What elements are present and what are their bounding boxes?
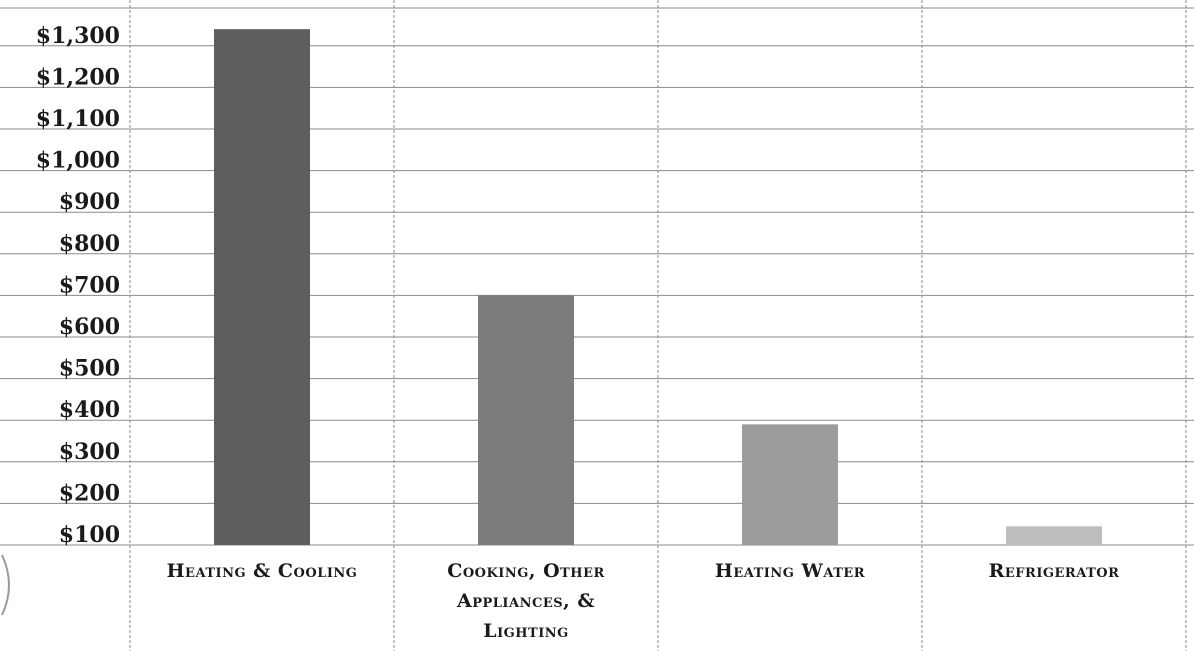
y-tick-label: $400: [59, 397, 120, 423]
x-category-label: Cooking, Other Appliances, & Lighting: [447, 560, 605, 642]
y-tick-label: $1,300: [36, 23, 120, 49]
bar: [478, 295, 574, 545]
y-tick-label: $1,100: [36, 106, 120, 132]
y-tick-label: $600: [59, 314, 120, 340]
y-tick-label: $100: [59, 522, 120, 548]
bar: [214, 29, 310, 546]
bar: [742, 424, 838, 545]
corner-ring-decoration: [1, 554, 10, 616]
x-category-label: Heating Water: [715, 560, 865, 582]
y-tick-label: $200: [59, 480, 120, 506]
y-axis-ticks: $100 $200 $300 $400 $500 $600 $700 $800 $900 $1,0…: [36, 23, 120, 548]
x-category-label: Refrigerator: [989, 560, 1120, 582]
bars: [214, 29, 1102, 546]
x-axis-labels: Heating & Cooling Cooking, Other Appliance…: [167, 560, 1120, 642]
y-tick-label: $300: [59, 439, 120, 465]
y-tick-label: $1,200: [36, 64, 120, 90]
y-tick-label: $500: [59, 356, 120, 382]
y-tick-label: $900: [59, 189, 120, 215]
x-category-label: Heating & Cooling: [167, 560, 358, 582]
y-tick-label: $700: [59, 272, 120, 298]
bar: [1006, 526, 1102, 545]
y-tick-label: $1,000: [36, 148, 120, 174]
y-tick-label: $800: [59, 231, 120, 257]
